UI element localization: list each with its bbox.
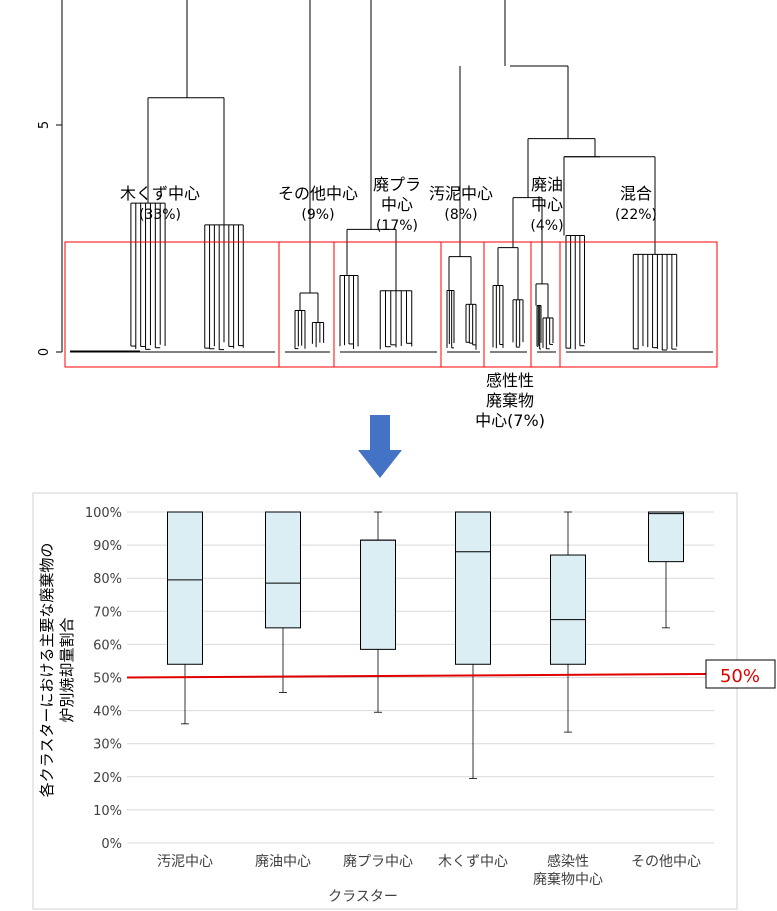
cluster-label-line: (8%)	[444, 207, 477, 223]
x-tick-label: 汚泥中心	[157, 854, 213, 870]
box-1	[167, 511, 203, 725]
x-tick-label-line: 廃プラ中心	[343, 853, 413, 870]
cluster-label: 混合 (22%)	[615, 184, 657, 223]
cluster-label: 汚泥中心 (8%)	[429, 184, 493, 223]
cluster-label: その他中心 (9%)	[278, 184, 358, 223]
box-4	[455, 511, 491, 779]
x-tick-label: 廃プラ中心	[343, 853, 413, 870]
x-tick-label: 廃油中心	[255, 853, 311, 870]
threshold-label-box	[705, 659, 776, 689]
y-tick-label: 10%	[93, 804, 122, 819]
y-tick-label: 100%	[85, 506, 122, 521]
y-tick-label: 70%	[93, 605, 122, 620]
cluster-label-line: 感性性	[486, 371, 534, 390]
x-tick-label-line: その他中心	[631, 854, 701, 870]
box-2	[265, 511, 301, 693]
x-tick-label: その他中心	[631, 854, 701, 870]
y-tick-label: 0%	[101, 837, 122, 852]
boxplot-y-ticks: 0% 10% 20% 30% 40% 50% 60% 70% 80% 90% 100%	[85, 506, 122, 852]
boxplot-gridlines	[127, 511, 714, 844]
box-3	[360, 511, 396, 713]
box-6	[648, 511, 684, 629]
dendrogram-y-axis: 0510	[37, 0, 63, 356]
dendro-y-tick-label: 5	[37, 121, 52, 129]
y-tick-label: 40%	[93, 705, 122, 720]
x-tick-label-line: 汚泥中心	[157, 854, 213, 870]
cluster-label-line: 中心	[381, 195, 413, 214]
dendrogram-tree	[70, 0, 713, 353]
cluster-frame	[559, 241, 718, 368]
y-axis-label-line: 炉別焼却量割合	[58, 617, 76, 722]
x-tick-label-line: 感染性	[547, 853, 589, 870]
cluster-labels: 木くず中心(33%)その他中心(9%)廃プラ中心(17%)汚泥中心(8%)感性性…	[120, 175, 657, 430]
box-iqr	[360, 539, 396, 650]
box-iqr	[265, 511, 301, 629]
cluster-label: 感性性廃棄物中心(7%)	[475, 371, 545, 430]
boxplot-y-axis-label: 各クラスターにおける主要な廃棄物の 炉別焼却量割合	[38, 543, 76, 798]
x-tick-label: 感染性廃棄物中心	[533, 853, 603, 888]
cluster-label-line: (9%)	[301, 207, 334, 223]
cluster-label-line: 廃プラ	[373, 175, 421, 194]
y-tick-label: 80%	[93, 572, 122, 587]
y-tick-label: 50%	[93, 672, 122, 687]
box-5	[550, 511, 586, 733]
cluster-label-line: (33%)	[139, 207, 181, 223]
cluster-label-line: 廃油	[531, 175, 563, 194]
box-iqr	[455, 511, 491, 665]
boxplot-x-axis-label: クラスター	[328, 889, 398, 905]
cluster-label-line: 木くず中心	[120, 184, 200, 203]
cluster-frames	[64, 241, 718, 368]
x-tick-label-line: 廃棄物中心	[533, 871, 603, 888]
box-iqr	[167, 511, 203, 665]
y-tick-label: 90%	[93, 539, 122, 554]
cluster-label-line: (4%)	[530, 218, 563, 234]
cluster-label-line: 混合	[620, 184, 652, 203]
cluster-label-line: (17%)	[376, 218, 418, 234]
box-iqr	[550, 554, 586, 665]
threshold-label: 50%	[720, 666, 760, 687]
y-tick-label: 60%	[93, 638, 122, 653]
cluster-label-line: 中心(7%)	[475, 411, 545, 430]
x-tick-label-line: 廃油中心	[255, 853, 311, 870]
y-tick-label: 20%	[93, 771, 122, 786]
box-iqr	[648, 511, 684, 563]
x-tick-label: 木くず中心	[438, 854, 508, 870]
cluster-label: 廃プラ中心 (17%)	[373, 175, 421, 234]
cluster-label: 木くず中心 (33%)	[120, 184, 200, 223]
cluster-label-line: 廃棄物	[486, 391, 534, 410]
boxplot-x-ticks: 汚泥中心 廃油中心 廃プラ中心 木くず中心 感染性廃棄物中心 その他中心	[157, 853, 701, 888]
y-tick-label: 30%	[93, 738, 122, 753]
cluster-label-line: (22%)	[615, 207, 657, 223]
cluster-label: 廃油中心 (4%)	[530, 175, 563, 234]
cluster-label-line: 汚泥中心	[429, 184, 493, 203]
threshold-50-line: 50%	[126, 659, 776, 689]
cluster-label-line: 中心	[531, 195, 563, 214]
y-axis-label-line: 各クラスターにおける主要な廃棄物の	[38, 543, 56, 798]
dendro-y-tick-label: 0	[37, 348, 52, 356]
cluster-label-line: その他中心	[278, 184, 358, 203]
boxplot-boxes	[167, 511, 684, 779]
dendrogram-chart: 0510 木くず中心(33%)その他中心(9%)廃プラ中心(17%)汚泥中心(8…	[37, 0, 718, 430]
x-tick-label-line: 木くず中心	[438, 854, 508, 870]
threshold-line	[126, 673, 707, 679]
